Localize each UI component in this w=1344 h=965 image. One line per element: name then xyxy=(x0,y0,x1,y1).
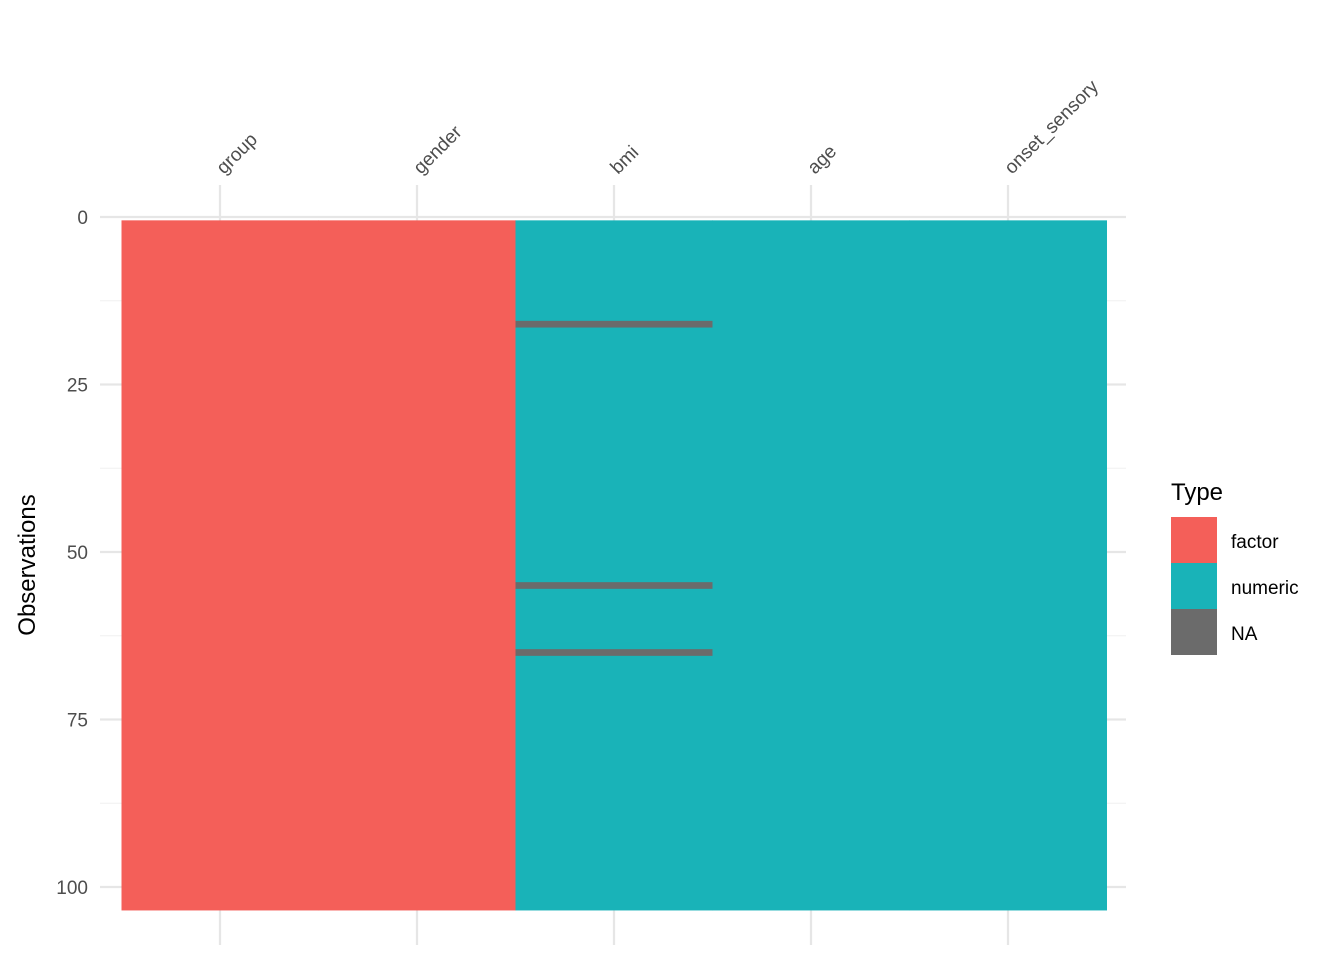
column-gender xyxy=(318,220,516,911)
x-tick-label: bmi xyxy=(607,142,644,179)
cells xyxy=(121,220,1107,911)
x-tick-label: gender xyxy=(410,121,467,178)
column-age xyxy=(712,220,910,911)
y-tick-label: 25 xyxy=(67,376,88,397)
legend-label: factor xyxy=(1231,532,1279,553)
legend-key-numeric xyxy=(1171,563,1217,609)
na-cell xyxy=(515,582,713,589)
legend-label: numeric xyxy=(1231,578,1299,599)
x-tick-labels: group gender bmi age onset_sensory xyxy=(213,76,1104,179)
legend-title: Type xyxy=(1171,479,1223,506)
x-tick-label: age xyxy=(804,141,841,178)
x-tick-label: group xyxy=(213,129,262,178)
legend: Type factor numeric NA xyxy=(1171,479,1299,655)
legend-key-factor xyxy=(1171,517,1217,563)
column-group xyxy=(121,220,319,911)
column-bmi xyxy=(515,220,713,911)
na-cell xyxy=(515,320,713,328)
y-tick-labels: 0 25 50 75 100 xyxy=(56,208,88,899)
y-tick-label: 50 xyxy=(67,543,88,564)
y-tick-label: 100 xyxy=(56,878,88,899)
legend-label: NA xyxy=(1231,624,1258,645)
na-cell xyxy=(515,649,713,656)
legend-key-na xyxy=(1171,609,1217,655)
x-tick-label: onset_sensory xyxy=(1001,76,1104,179)
y-tick-label: 0 xyxy=(77,208,88,229)
column-onset_sensory xyxy=(909,220,1107,911)
y-axis-label: Observations xyxy=(14,494,41,635)
y-tick-label: 75 xyxy=(67,711,88,732)
